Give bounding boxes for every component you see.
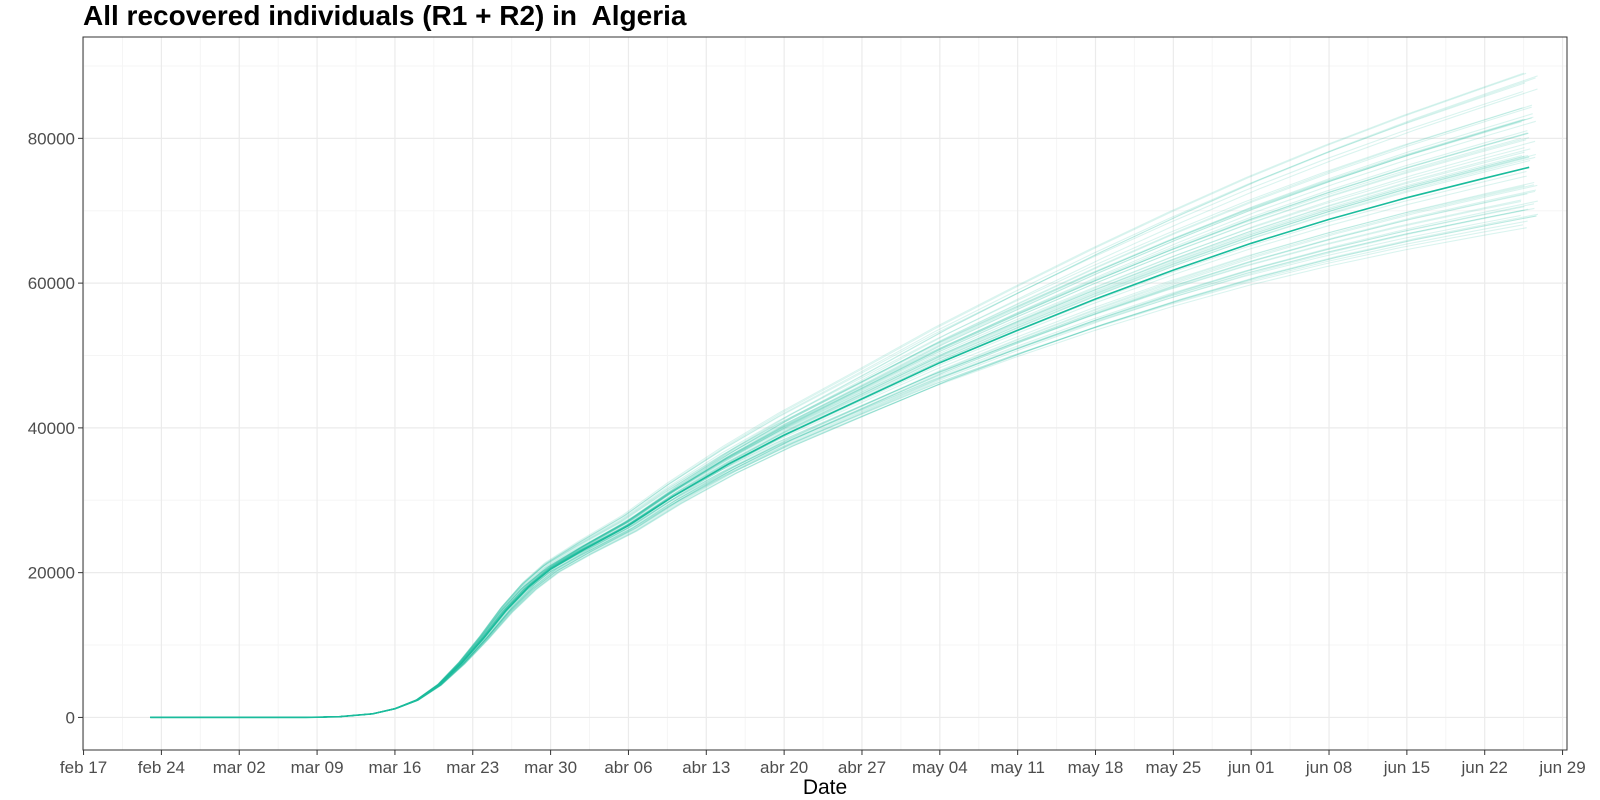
ensemble-line: [150, 193, 1528, 718]
x-tick-label: may 11: [990, 758, 1045, 777]
y-tick-label: 60000: [28, 274, 75, 293]
ensemble-line: [150, 207, 1535, 718]
x-tick-label: mar 09: [291, 758, 344, 777]
ensemble-line: [150, 227, 1527, 718]
ensemble-line: [150, 170, 1527, 718]
ensemble-line: [150, 184, 1535, 718]
x-tick-label: jun 01: [1227, 758, 1274, 777]
ensemble-line: [150, 215, 1537, 718]
x-tick-label: jun 29: [1538, 758, 1585, 777]
x-tick-label: feb 17: [60, 758, 107, 777]
y-tick-label: 0: [66, 708, 75, 727]
x-tick-label: feb 24: [138, 758, 185, 777]
ensemble-line: [150, 189, 1537, 718]
x-axis-title: Date: [803, 776, 847, 799]
y-tick-label: 40000: [28, 419, 75, 438]
x-tick-label: may 25: [1145, 758, 1201, 777]
ensemble-line: [150, 213, 1539, 718]
x-tick-label: abr 20: [760, 758, 808, 777]
ensemble-line: [150, 208, 1529, 718]
ensemble-line: [150, 154, 1529, 718]
ensemble-line: [150, 139, 1527, 718]
x-tick-label: mar 02: [213, 758, 266, 777]
axis-ticks: feb 17 feb 24 mar 02 mar 09 mar 16 mar 23 mar …: [28, 129, 1586, 777]
ensemble-lines: [150, 72, 1539, 718]
ensemble-line: [150, 181, 1535, 718]
grid-layer: [82, 37, 1567, 750]
ensemble-line: [150, 203, 1535, 718]
x-tick-label: mar 16: [368, 758, 421, 777]
x-tick-label: may 04: [912, 758, 968, 777]
ensemble-line: [150, 190, 1536, 718]
ensemble-line: [150, 156, 1536, 718]
ensemble-line: [150, 140, 1536, 718]
ensemble-line: [150, 220, 1528, 718]
x-tick-label: jun 08: [1305, 758, 1352, 777]
x-tick-label: jun 15: [1383, 758, 1430, 777]
chart-title: All recovered individuals (R1 + R2) in A…: [83, 0, 687, 31]
x-tick-label: jun 22: [1461, 758, 1508, 777]
x-tick-label: abr 06: [604, 758, 652, 777]
panel-border: [82, 36, 1568, 751]
x-tick-label: abr 13: [682, 758, 730, 777]
y-tick-label: 80000: [28, 129, 75, 148]
series-line-central: [150, 166, 1530, 719]
x-tick-label: mar 23: [446, 758, 499, 777]
y-tick-label: 20000: [28, 564, 75, 583]
x-tick-label: may 18: [1068, 758, 1124, 777]
ensemble-line: [150, 72, 1527, 718]
x-tick-label: abr 27: [838, 758, 886, 777]
x-tick-label: mar 30: [524, 758, 577, 777]
series-layer: [150, 166, 1530, 719]
ensemble-line: [150, 200, 1538, 718]
